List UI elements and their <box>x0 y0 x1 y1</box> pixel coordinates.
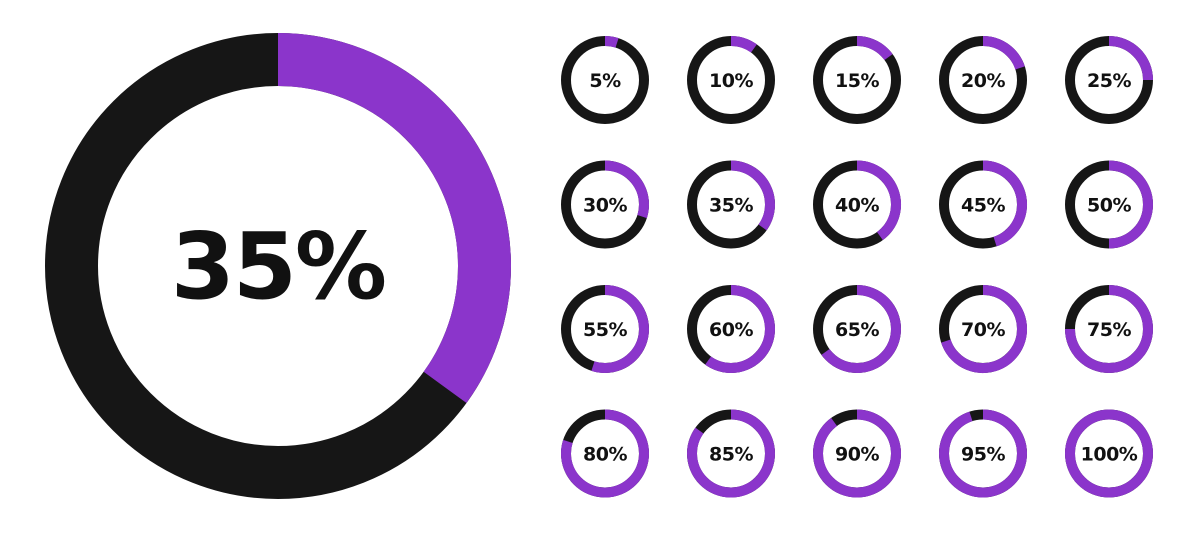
donut-chart: 70% <box>939 285 1027 373</box>
donut-progress-arc <box>1065 285 1153 373</box>
donut-chart: 35% <box>45 33 511 499</box>
donut-progress-arc <box>591 285 649 373</box>
donut-progress-arc <box>1108 160 1153 249</box>
donut-progress-arc <box>941 285 1027 373</box>
donut-progress-arc <box>730 36 757 53</box>
donut-percent-label: 25% <box>1087 70 1131 92</box>
donut-percent-label: 40% <box>835 195 879 217</box>
donut-chart: 100% <box>1065 409 1153 498</box>
donut-percent-label: 45% <box>961 195 1005 217</box>
donut-chart: 50% <box>1065 160 1153 249</box>
donut-progress-arc <box>604 36 619 48</box>
donut-chart: 30% <box>561 160 649 249</box>
donut-chart: 65% <box>813 285 901 373</box>
donut-progress-arc <box>561 409 649 498</box>
donut-percent-label: 80% <box>583 444 627 466</box>
donut-progress-arc <box>982 160 1027 247</box>
donut-percent-label: 35% <box>709 195 753 217</box>
donut-progress-arc <box>604 160 649 219</box>
donut-progress-arc <box>1065 409 1153 498</box>
donut-chart: 95% <box>939 409 1027 498</box>
donut-percent-label: 60% <box>709 319 753 341</box>
donut-progress-arc <box>856 36 893 61</box>
donut-chart: 90% <box>813 409 901 498</box>
donut-percent-label: 15% <box>835 70 879 92</box>
donut-chart: 60% <box>687 285 775 373</box>
donut-percent-label: 5% <box>589 70 621 92</box>
donut-progress-arc <box>687 409 775 498</box>
donut-chart: 75% <box>1065 285 1153 373</box>
donut-percent-label: 55% <box>583 319 627 341</box>
donut-percent-label: 90% <box>835 444 879 466</box>
donut-progress-arc <box>821 285 901 373</box>
donut-percent-label: 95% <box>961 444 1005 466</box>
donut-chart: 25% <box>1065 36 1153 124</box>
donut-chart: 35% <box>687 160 775 249</box>
donut-progress-arc <box>730 160 775 231</box>
donut-percent-label: 85% <box>709 444 753 466</box>
donut-chart: 40% <box>813 160 901 249</box>
donut-progress-arc <box>705 285 775 373</box>
donut-chart: 80% <box>561 409 649 498</box>
donut-chart: 15% <box>813 36 901 124</box>
donut-percent-label: 70% <box>961 319 1005 341</box>
donut-percent-label: 100% <box>1081 444 1138 466</box>
donut-chart: 55% <box>561 285 649 373</box>
donut-progress-arc <box>939 409 1027 498</box>
donut-chart: 5% <box>561 36 649 124</box>
donut-chart: 10% <box>687 36 775 124</box>
donut-chart: 20% <box>939 36 1027 124</box>
donut-percent-label: 65% <box>835 319 879 341</box>
donut-chart: 45% <box>939 160 1027 249</box>
donut-percent-label: 50% <box>1087 195 1131 217</box>
donut-percent-label: 35% <box>171 213 385 320</box>
donut-progress-arc <box>813 409 901 498</box>
donut-chart: 85% <box>687 409 775 498</box>
donut-progress-arc <box>982 36 1025 70</box>
donut-progress-arc <box>1108 36 1153 81</box>
donut-percent-label: 10% <box>709 70 753 92</box>
donut-progress-arc <box>856 160 901 241</box>
donut-percent-label: 75% <box>1087 319 1131 341</box>
donut-progress-arc <box>277 33 511 403</box>
donut-percent-label: 20% <box>961 70 1005 92</box>
donut-percent-label: 30% <box>583 195 627 217</box>
